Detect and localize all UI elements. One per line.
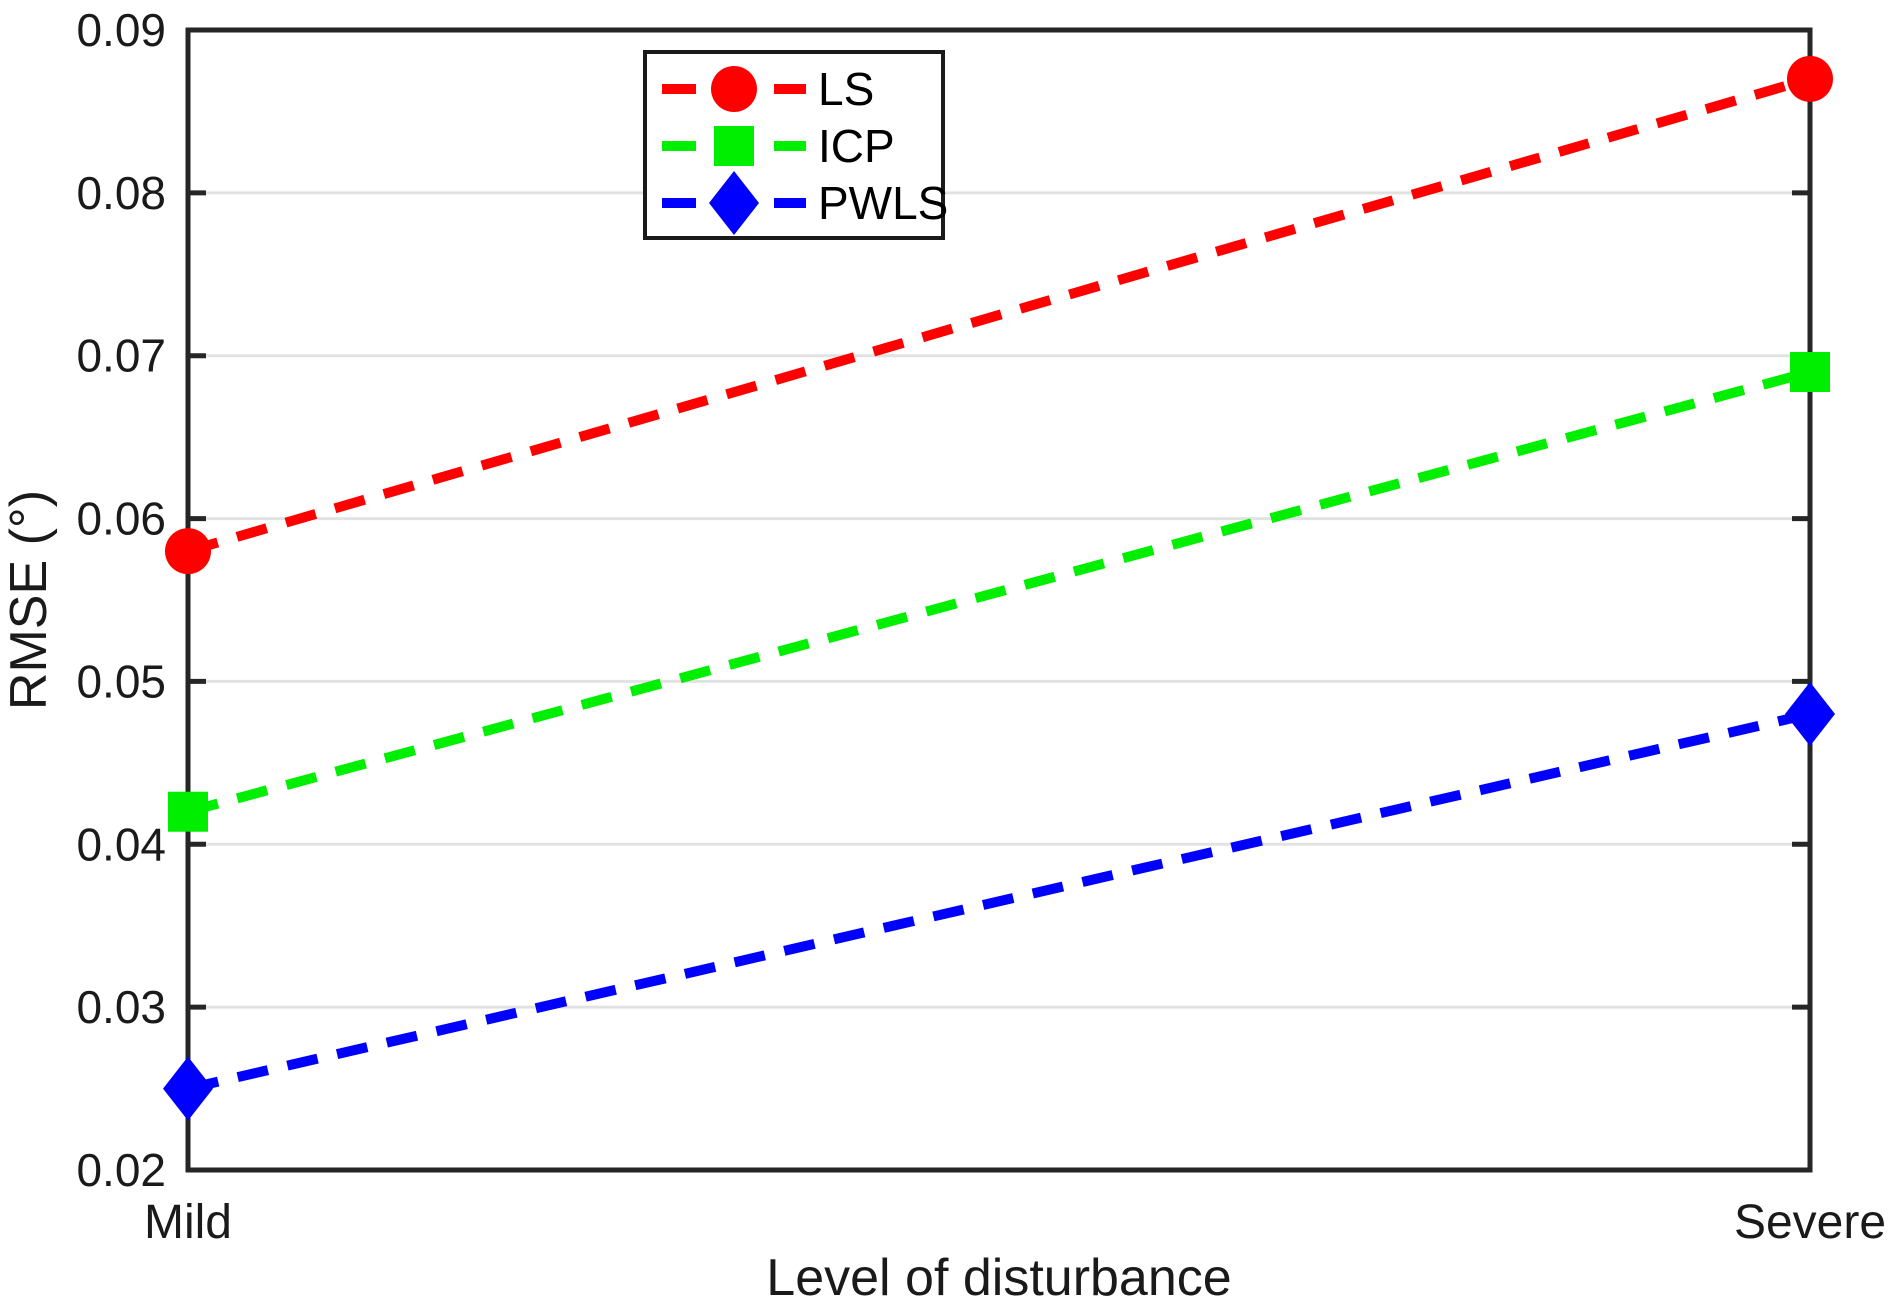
series-marker-ls-mild [165, 528, 211, 575]
legend-marker-ls [711, 66, 757, 112]
y-tick-label: 0.09 [76, 4, 166, 56]
y-tick-label: 0.04 [76, 818, 166, 870]
y-axis-title: RMSE (°) [0, 490, 58, 710]
series-marker-pwls-mild [163, 1056, 213, 1121]
y-tick-label: 0.06 [76, 493, 166, 545]
y-tick-label: 0.07 [76, 330, 166, 382]
y-tick-label: 0.02 [76, 1144, 166, 1196]
x-tick-label: Mild [144, 1196, 232, 1249]
y-tick-label: 0.08 [76, 167, 166, 219]
series-line-icp [186, 367, 1812, 817]
series-marker-icp-mild [168, 791, 208, 832]
series-marker-icp-severe [1790, 352, 1830, 392]
legend-marker-pwls [709, 171, 759, 235]
y-tick-label: 0.05 [76, 655, 166, 707]
y-tick-label: 0.03 [76, 981, 166, 1033]
series-marker-ls-severe [1787, 55, 1833, 102]
series-line-ls [186, 74, 1812, 556]
series-marker-pwls-severe [1785, 682, 1835, 746]
legend-marker-icp [714, 126, 754, 166]
plot-area-border [185, 27, 1813, 1173]
series-line-pwls [186, 709, 1812, 1094]
x-tick-label: Severe [1734, 1196, 1886, 1249]
legend-label-icp: ICP [818, 120, 895, 172]
x-axis-title: Level of disturbance [766, 1249, 1231, 1302]
legend-label-ls: LS [818, 63, 874, 115]
legend-label-pwls: PWLS [818, 177, 948, 229]
